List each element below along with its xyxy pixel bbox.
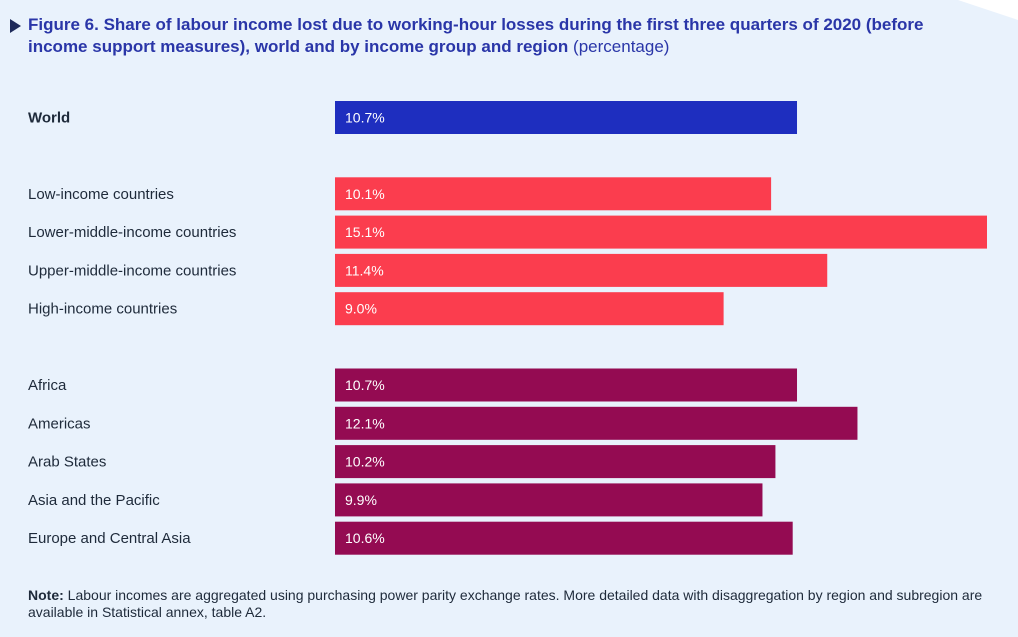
bar-region xyxy=(335,368,798,402)
bar-value-label: 9.9% xyxy=(345,492,377,508)
category-label: Lower-middle-income countries xyxy=(28,224,236,241)
bar-value-label: 9.0% xyxy=(345,301,377,317)
bar-value-label: 11.4% xyxy=(345,262,384,278)
bar-income xyxy=(335,292,724,326)
figure-note: Note: Labour incomes are aggregated usin… xyxy=(28,587,988,621)
category-label: Arab States xyxy=(28,454,106,471)
figure-title: Figure 6. Share of labour income lost du… xyxy=(28,14,928,58)
bar-value-label: 10.6% xyxy=(345,530,385,546)
bar-income xyxy=(335,215,987,249)
category-label: World xyxy=(28,110,70,127)
category-label: Upper-middle-income countries xyxy=(28,262,236,279)
category-label: Africa xyxy=(28,377,67,394)
bar-income xyxy=(335,177,772,211)
category-label: Asia and the Pacific xyxy=(28,492,160,509)
category-label: Low-income countries xyxy=(28,186,174,203)
bar-value-label: 15.1% xyxy=(345,224,385,240)
category-label: Europe and Central Asia xyxy=(28,530,191,547)
bar-world xyxy=(335,101,798,134)
bar-value-label: 10.2% xyxy=(345,454,385,470)
bar-value-label: 10.7% xyxy=(345,110,385,126)
figure-title-main: Figure 6. Share of labour income lost du… xyxy=(28,15,924,56)
bar-region xyxy=(335,521,793,555)
figure-title-unit: (percentage) xyxy=(573,37,670,56)
bar-income xyxy=(335,253,828,287)
bar-value-label: 10.1% xyxy=(345,186,385,202)
category-label: Americas xyxy=(28,415,91,432)
bar-value-label: 12.1% xyxy=(345,415,385,431)
note-text: Labour incomes are aggregated using purc… xyxy=(28,587,983,620)
title-arrow-icon xyxy=(10,19,21,33)
bar-value-label: 10.7% xyxy=(345,377,385,393)
note-label: Note: xyxy=(28,587,64,603)
bar-region xyxy=(335,445,776,479)
bar-region xyxy=(335,406,858,440)
bar-region xyxy=(335,483,763,517)
page-corner-decoration xyxy=(958,0,1018,20)
category-label: High-income countries xyxy=(28,301,177,318)
